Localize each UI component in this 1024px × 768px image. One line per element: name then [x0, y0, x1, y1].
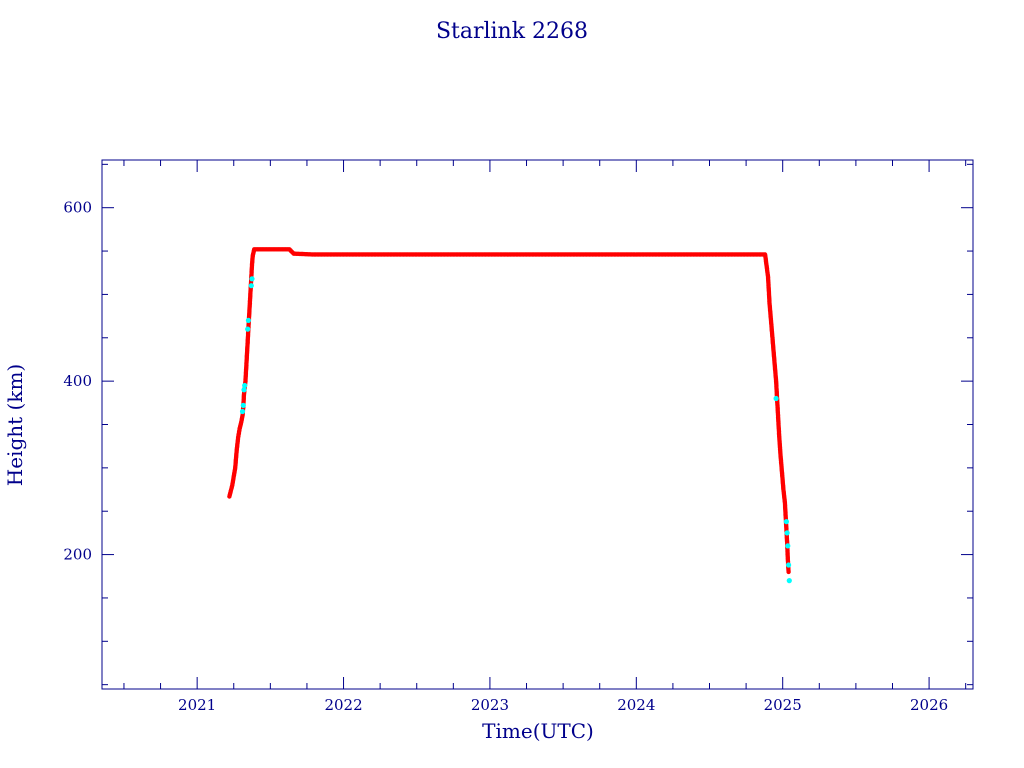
data-point-cyan [248, 283, 254, 289]
data-point-cyan [241, 387, 247, 393]
data-point-cyan [240, 402, 246, 408]
data-point-cyan [242, 382, 248, 389]
tick-labels: 2021 2022 2023 2024 2025 2026 200 400 600 [63, 199, 948, 714]
x-tick-label: 2023 [471, 696, 509, 714]
data-point-cyan [249, 276, 255, 282]
y-tick-label: 200 [63, 546, 92, 564]
axis-ticks [102, 160, 973, 689]
y-tick-label: 600 [63, 199, 92, 217]
y-axis-label: Height (km) [3, 364, 27, 486]
data-point-cyan [784, 530, 790, 536]
data-point-cyan [245, 326, 251, 332]
data-point-cyan [239, 408, 246, 415]
x-tick-label: 2021 [178, 696, 216, 714]
data-points [227, 247, 792, 584]
data-point-cyan [786, 562, 792, 568]
x-tick-label: 2025 [764, 696, 802, 714]
x-tick-label: 2024 [617, 696, 655, 714]
data-point-cyan [245, 317, 251, 323]
x-tick-label: 2026 [910, 696, 948, 714]
data-point-cyan [786, 578, 792, 584]
plot-frame [101, 159, 974, 690]
x-tick-label: 2022 [324, 696, 362, 714]
data-point-cyan [783, 519, 790, 525]
y-tick-label: 400 [63, 372, 92, 390]
data-point-cyan [773, 395, 779, 402]
data-point [786, 569, 791, 575]
x-axis-label: Time(UTC) [482, 719, 594, 743]
data-point-cyan [785, 543, 791, 549]
chart-title: Starlink 2268 [436, 19, 588, 44]
